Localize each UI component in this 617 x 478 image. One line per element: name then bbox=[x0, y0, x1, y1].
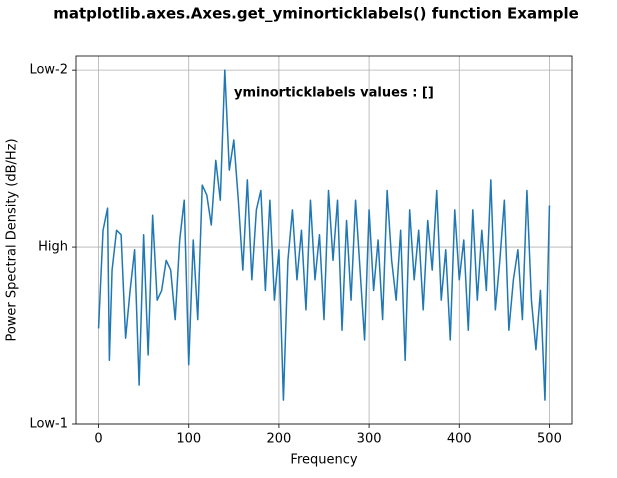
x-tick-label: 300 bbox=[357, 432, 382, 447]
x-tick-label: 200 bbox=[266, 432, 291, 447]
y-tick-label: Low-1 bbox=[29, 417, 68, 432]
x-tick-label: 500 bbox=[537, 432, 562, 447]
x-tick-label: 100 bbox=[176, 432, 201, 447]
x-axis-label: Frequency bbox=[290, 453, 357, 468]
x-tick-label: 400 bbox=[447, 432, 472, 447]
annotation: yminorticklabels values : [] bbox=[234, 86, 434, 101]
y-tick-label: High bbox=[38, 240, 68, 255]
data-line bbox=[97, 69, 551, 401]
x-tick-label: 0 bbox=[94, 432, 102, 447]
y-axis-label: Power Spectral Density (dB/Hz) bbox=[5, 138, 20, 341]
plot-frame bbox=[75, 55, 573, 425]
y-tick-label: Low-2 bbox=[29, 63, 68, 78]
chart-title: matplotlib.axes.Axes.get_yminorticklabel… bbox=[53, 5, 579, 23]
